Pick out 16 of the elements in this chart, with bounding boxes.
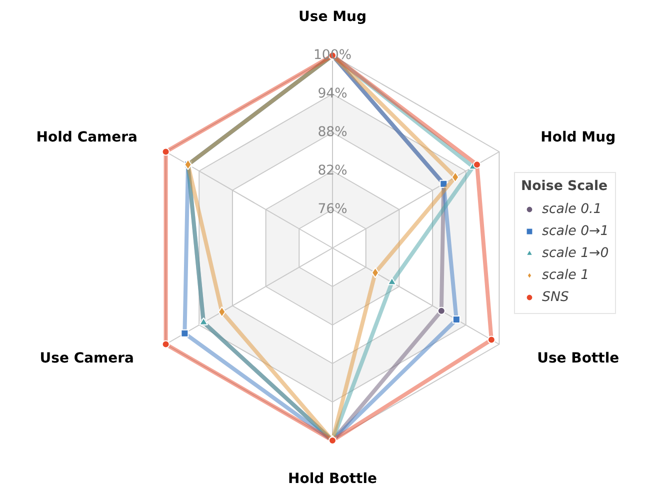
y-tick-label: 76% <box>318 202 348 217</box>
spoke-label: Hold Camera <box>36 129 138 146</box>
legend-label: scale 1→0 <box>542 246 609 260</box>
legend-label: SNS <box>542 290 569 304</box>
y-tick-label: 82% <box>318 164 348 178</box>
legend-label: scale 1 <box>542 268 590 282</box>
legend-title: Noise Scale <box>521 179 609 194</box>
spoke-label: Hold Bottle <box>288 471 377 486</box>
legend-label: scale 0→1 <box>542 224 609 238</box>
spoke-label: Use Mug <box>298 9 367 25</box>
y-tick-label: 94% <box>318 86 348 102</box>
legend-label: scale 0.1 <box>542 202 602 216</box>
y-tick-label: 88% <box>318 125 348 140</box>
spoke-label: Hold Mug <box>540 129 616 146</box>
spoke-label: Use Bottle <box>537 350 620 367</box>
spoke-label: Use Camera <box>40 350 134 367</box>
